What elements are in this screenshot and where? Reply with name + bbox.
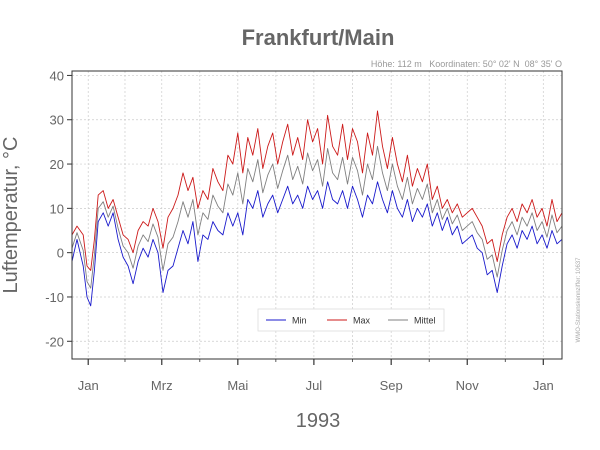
y-tick-label: 0 xyxy=(57,246,64,261)
y-tick-label: 10 xyxy=(50,201,64,216)
plot-frame xyxy=(71,70,563,360)
station-id-note: WMO-Stationskennziffer: 10637 xyxy=(576,257,582,343)
y-tick-label: 20 xyxy=(50,157,64,172)
legend-label-mittel: Mittel xyxy=(414,316,436,326)
legend-label-min: Min xyxy=(292,316,307,326)
x-tick-label: Mai xyxy=(227,378,248,393)
y-tick-label: 40 xyxy=(50,68,64,83)
y-tick-label: -20 xyxy=(45,334,64,349)
x-tick-label: Jan xyxy=(78,378,99,393)
x-tick-label: Sep xyxy=(380,378,403,393)
chart-subtitle: Höhe: 112 m Koordinaten: 50° 02' N 08° 3… xyxy=(371,59,562,69)
x-tick-label: Jan xyxy=(533,378,554,393)
series-line-max xyxy=(71,110,563,271)
series-line-mittel xyxy=(71,145,563,289)
legend-box xyxy=(257,308,445,332)
x-tick-label: Mrz xyxy=(151,378,173,393)
series-line-min xyxy=(71,181,563,307)
legend: Min Max Mittel xyxy=(257,308,445,332)
x-tick-label: Nov xyxy=(456,378,480,393)
x-axis-label: 1993 xyxy=(296,410,341,432)
y-tick-label: 30 xyxy=(50,113,64,128)
grid xyxy=(72,71,562,359)
y-axis: -20 -10 0 10 20 30 40 xyxy=(45,68,72,349)
y-axis-label: Luftemperatur, °C xyxy=(0,137,22,294)
series-lines xyxy=(71,110,563,307)
legend-label-max: Max xyxy=(353,316,371,326)
x-tick-label: Jul xyxy=(306,378,323,393)
x-axis: Jan Mrz Mai Jul Sep Nov Jan xyxy=(78,359,554,393)
chart-title: Frankfurt/Main xyxy=(242,25,395,50)
y-tick-label: -10 xyxy=(45,290,64,305)
